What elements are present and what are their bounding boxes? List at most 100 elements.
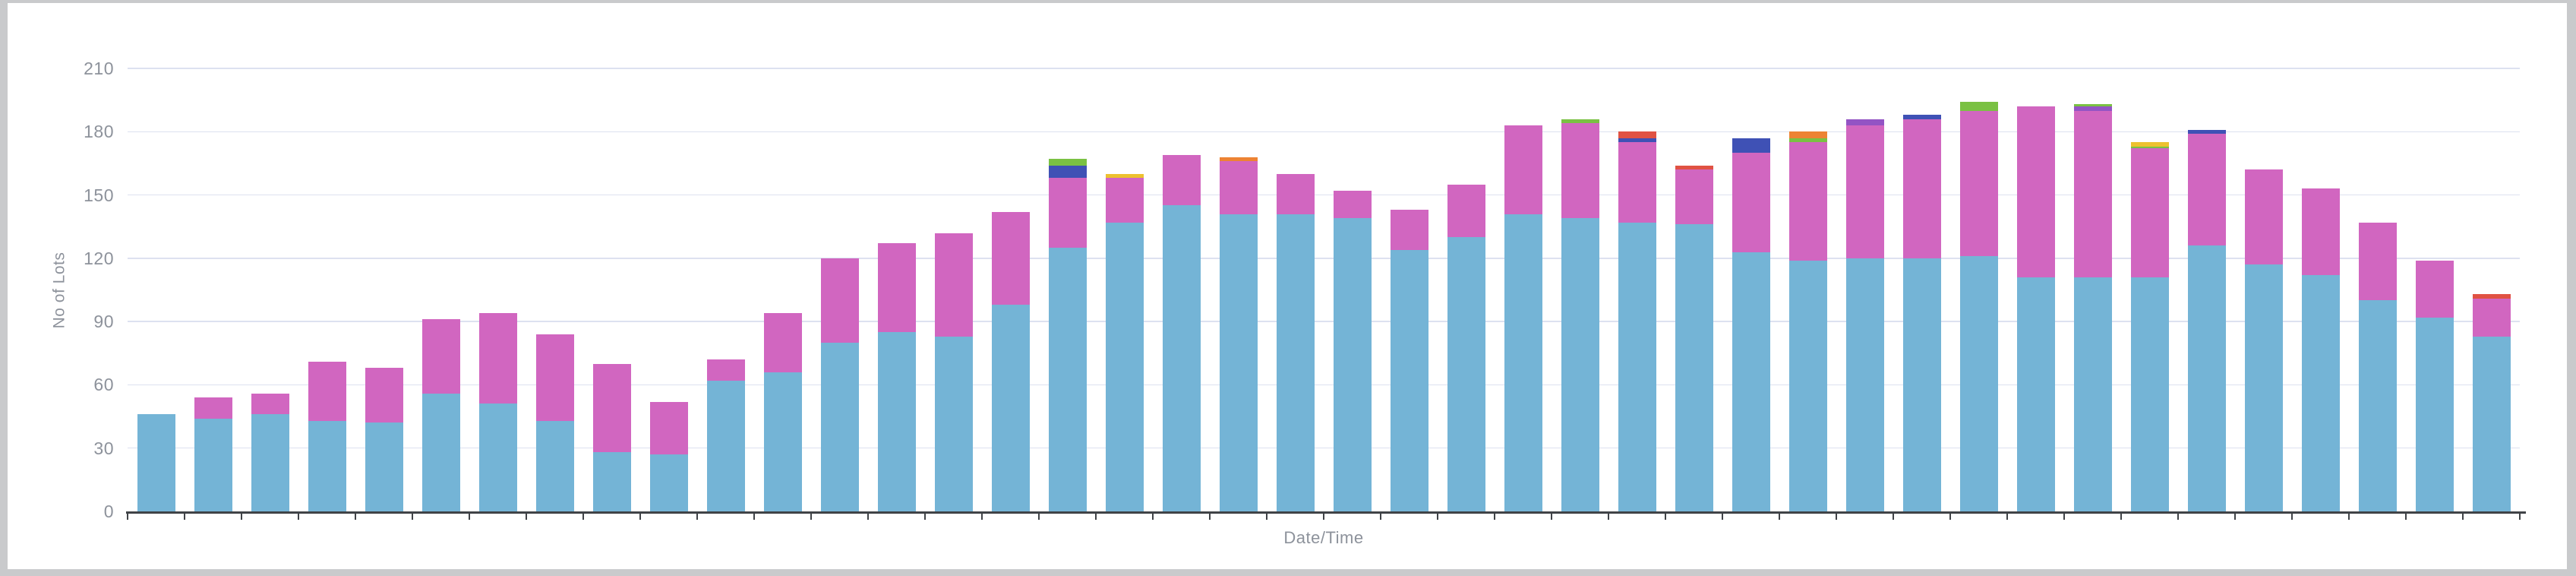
bar-3-segment-pink[interactable] [251,393,289,415]
bar-2-segment-blue[interactable] [194,418,232,511]
bar-12[interactable] [763,3,802,511]
bar-15[interactable] [934,3,973,511]
bar-19-segment-blue[interactable] [1162,205,1201,511]
bar-28-segment-blue[interactable] [1675,224,1713,511]
bar-20-segment-orange[interactable] [1219,157,1258,162]
bar-33-segment-blue[interactable] [1959,256,1998,511]
bar-37-segment-indigo[interactable] [2187,129,2226,135]
bar-8-segment-pink[interactable] [535,334,574,421]
bar-36-segment-yellow[interactable] [2130,142,2169,147]
bar-36-segment-pink[interactable] [2130,148,2169,277]
bar-26-segment-blue[interactable] [1561,218,1599,511]
bar-42[interactable] [2472,3,2511,511]
bar-12-segment-blue[interactable] [763,372,802,511]
bar-30[interactable] [1788,3,1827,511]
bar-40-segment-pink[interactable] [2358,222,2397,301]
bar-6-segment-pink[interactable] [421,319,460,394]
bar-24-segment-blue[interactable] [1447,237,1485,511]
bar-2[interactable] [194,3,232,511]
bar-8[interactable] [535,3,574,511]
bar-19[interactable] [1162,3,1201,511]
bar-17[interactable] [1048,3,1087,511]
bar-42-segment-red[interactable] [2472,294,2511,299]
bar-16[interactable] [991,3,1030,511]
bar-8-segment-blue[interactable] [535,420,574,511]
bar-41-segment-pink[interactable] [2415,260,2454,318]
bar-30-segment-pink[interactable] [1788,142,1827,261]
bar-1[interactable] [137,3,175,511]
bar-35[interactable] [2073,3,2112,511]
bar-6[interactable] [421,3,460,511]
bar-26[interactable] [1561,3,1599,511]
bar-23[interactable] [1390,3,1428,511]
bar-27-segment-red[interactable] [1618,131,1656,138]
bar-24[interactable] [1447,3,1485,511]
bar-13-segment-blue[interactable] [820,342,859,511]
bar-9-segment-blue[interactable] [592,452,631,511]
bar-2-segment-pink[interactable] [194,397,232,419]
bar-29[interactable] [1732,3,1770,511]
bar-23-segment-blue[interactable] [1390,249,1428,511]
bar-32-segment-blue[interactable] [1902,258,1941,511]
bar-9-segment-pink[interactable] [592,363,631,453]
bar-16-segment-blue[interactable] [991,304,1030,511]
bar-39[interactable] [2301,3,2340,511]
bar-25[interactable] [1504,3,1542,511]
bar-7-segment-blue[interactable] [478,404,517,511]
bar-35-segment-pink[interactable] [2073,110,2112,277]
bar-18[interactable] [1105,3,1144,511]
bar-40-segment-blue[interactable] [2358,300,2397,511]
bar-18-segment-pink[interactable] [1105,178,1144,223]
bar-38[interactable] [2244,3,2283,511]
bar-39-segment-pink[interactable] [2301,188,2340,276]
bar-10-segment-pink[interactable] [649,401,688,455]
bar-35-segment-purple[interactable] [2073,106,2112,111]
bar-7[interactable] [478,3,517,511]
bar-3[interactable] [251,3,289,511]
bar-32-segment-indigo[interactable] [1902,115,1941,119]
bar-28-segment-red[interactable] [1675,165,1713,170]
bar-38-segment-pink[interactable] [2244,169,2283,265]
bar-17-segment-indigo[interactable] [1048,165,1087,179]
bar-30-segment-green[interactable] [1788,138,1827,143]
bar-36[interactable] [2130,3,2169,511]
bar-35-segment-green[interactable] [2073,104,2112,106]
bar-27-segment-blue[interactable] [1618,222,1656,511]
bar-38-segment-blue[interactable] [2244,264,2283,511]
bar-31[interactable] [1845,3,1884,511]
bar-36-segment-blue[interactable] [2130,277,2169,511]
bar-1-segment-blue[interactable] [137,414,175,511]
bar-11[interactable] [706,3,745,511]
bar-26-segment-green[interactable] [1561,119,1599,124]
bar-15-segment-blue[interactable] [934,336,973,511]
bar-42-segment-blue[interactable] [2472,336,2511,511]
bar-20-segment-pink[interactable] [1219,161,1258,214]
bar-29-segment-blue[interactable] [1732,252,1770,511]
bar-32-segment-pink[interactable] [1902,119,1941,258]
bar-11-segment-blue[interactable] [706,380,745,511]
bar-21-segment-pink[interactable] [1276,173,1315,214]
bar-24-segment-pink[interactable] [1447,184,1485,238]
bar-12-segment-pink[interactable] [763,313,802,372]
bar-18-segment-yellow[interactable] [1105,173,1144,179]
bar-41-segment-blue[interactable] [2415,317,2454,511]
bar-25-segment-blue[interactable] [1504,214,1542,511]
bar-30-segment-orange[interactable] [1788,131,1827,138]
bar-31-segment-blue[interactable] [1845,258,1884,511]
bar-5-segment-blue[interactable] [365,423,403,511]
bar-18-segment-blue[interactable] [1105,222,1144,511]
bar-29-segment-pink[interactable] [1732,153,1770,252]
bar-37-segment-pink[interactable] [2187,134,2226,246]
bar-13-segment-pink[interactable] [820,258,859,343]
bar-5-segment-pink[interactable] [365,368,403,423]
bar-31-segment-pink[interactable] [1845,125,1884,258]
bar-20-segment-blue[interactable] [1219,214,1258,511]
bar-9[interactable] [592,3,631,511]
bar-7-segment-pink[interactable] [478,313,517,404]
bar-23-segment-pink[interactable] [1390,210,1428,250]
bar-19-segment-pink[interactable] [1162,154,1201,206]
bar-20[interactable] [1219,3,1258,511]
bar-27-segment-pink[interactable] [1618,142,1656,223]
bar-22[interactable] [1333,3,1372,511]
bar-36-segment-green[interactable] [2130,146,2169,149]
